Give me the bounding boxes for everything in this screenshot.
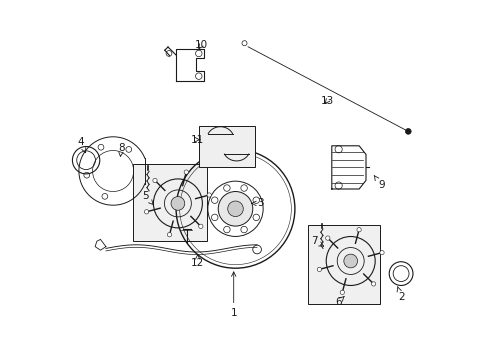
Bar [199, 126, 255, 167]
Circle shape [343, 254, 357, 268]
Circle shape [184, 170, 188, 174]
Circle shape [405, 129, 410, 134]
Circle shape [171, 197, 184, 210]
Circle shape [198, 224, 203, 229]
Circle shape [340, 290, 344, 294]
Circle shape [211, 214, 218, 221]
Text: 8: 8 [118, 143, 124, 156]
Circle shape [206, 193, 211, 197]
Text: 9: 9 [373, 175, 384, 190]
Circle shape [317, 267, 321, 271]
Circle shape [211, 197, 218, 203]
Circle shape [227, 201, 243, 217]
Text: 11: 11 [190, 135, 203, 145]
Circle shape [241, 226, 247, 233]
Text: 2: 2 [396, 287, 404, 302]
Text: 3: 3 [251, 198, 264, 208]
Circle shape [167, 233, 171, 237]
Text: 10: 10 [194, 40, 207, 50]
Circle shape [252, 214, 259, 221]
Text: 5: 5 [142, 191, 153, 205]
Text: 12: 12 [191, 255, 204, 268]
Circle shape [241, 185, 247, 191]
Circle shape [371, 282, 375, 286]
Circle shape [325, 236, 329, 240]
Circle shape [153, 178, 157, 183]
Text: 1: 1 [230, 272, 237, 318]
Bar [133, 164, 206, 241]
Circle shape [144, 210, 148, 214]
Circle shape [218, 192, 252, 226]
Text: 7: 7 [311, 236, 323, 246]
Circle shape [223, 185, 230, 191]
Text: 13: 13 [320, 96, 333, 106]
Circle shape [252, 197, 259, 203]
Circle shape [379, 251, 384, 255]
Text: 6: 6 [334, 296, 344, 307]
Bar [307, 225, 379, 304]
Circle shape [356, 228, 361, 232]
Text: 4: 4 [77, 137, 85, 153]
Circle shape [223, 226, 230, 233]
